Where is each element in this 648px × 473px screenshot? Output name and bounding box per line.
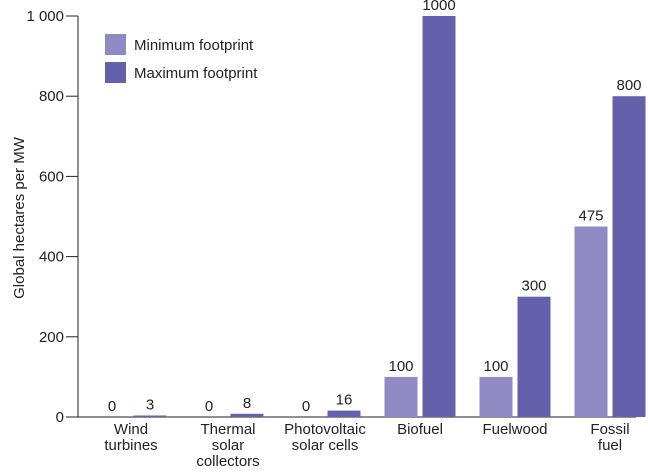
legend-swatch	[105, 62, 126, 83]
legend-swatch	[105, 34, 126, 55]
bar-value-label: 16	[336, 392, 353, 409]
bar-value-label: 0	[108, 398, 116, 415]
legend: Minimum footprint Maximum footprint	[105, 34, 258, 83]
bar-value-label: 0	[205, 398, 213, 415]
min-footprint-bar	[384, 376, 418, 417]
y-axis-title: Global hectares per MW	[11, 136, 28, 299]
max-footprint-bar	[230, 413, 264, 417]
x-category-label: Fuelwood	[482, 421, 547, 438]
bar-value-label: 800	[616, 77, 641, 94]
x-category-label: Fossil fuel	[590, 421, 629, 454]
y-tick-label: 1 000	[26, 8, 64, 25]
bar-value-label: 3	[146, 397, 154, 414]
bar-value-label: 0	[302, 398, 310, 415]
bar-value-label: 100	[388, 358, 413, 375]
x-category-label: Thermal solar collectors	[196, 421, 259, 470]
bar-value-label: 1000	[422, 0, 455, 14]
legend-label: Maximum footprint	[134, 65, 258, 82]
max-footprint-bar	[612, 96, 646, 417]
max-footprint-bar	[133, 415, 167, 417]
y-tick-label: 800	[39, 88, 64, 105]
bars	[133, 16, 646, 417]
x-category-label: Biofuel	[397, 421, 443, 438]
bar-value-label: 300	[521, 278, 546, 295]
y-tick-label: 0	[56, 409, 64, 426]
x-category-label: Photovoltaic solar cells	[284, 421, 366, 454]
bar-value-label: 8	[243, 395, 251, 412]
x-axis-category-labels: Wind turbines Thermal solar collectors Photov…	[104, 421, 629, 470]
min-footprint-bar	[574, 226, 608, 417]
data-labels: 0 3 0 8 0 16 100 1000 100 300 475 800	[108, 0, 642, 415]
y-tick-label: 400	[39, 249, 64, 266]
x-category-label: Wind turbines	[104, 421, 157, 454]
max-footprint-bar	[422, 16, 456, 417]
max-footprint-bar	[517, 296, 551, 417]
max-footprint-bar	[327, 410, 361, 417]
bar-value-label: 100	[483, 358, 508, 375]
y-tick-label: 600	[39, 168, 64, 185]
legend-label: Minimum footprint	[134, 37, 254, 54]
y-tick-label: 200	[39, 329, 64, 346]
bar-value-label: 475	[578, 208, 603, 225]
min-footprint-bar	[479, 376, 513, 417]
